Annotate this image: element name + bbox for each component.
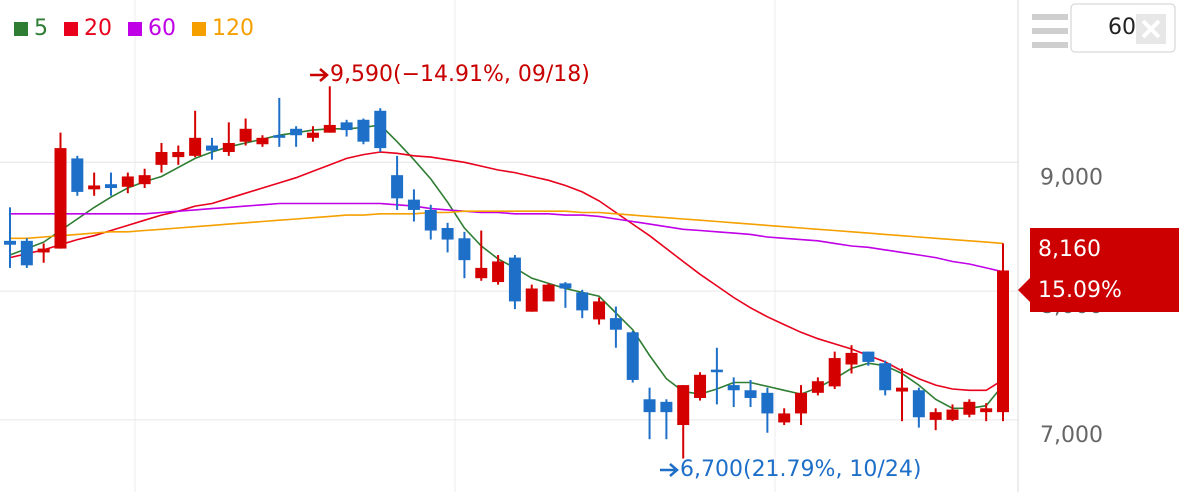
candle-body [778, 413, 791, 423]
legend-swatch [128, 22, 142, 36]
candle-body [980, 408, 993, 413]
candle-body [795, 392, 808, 414]
price-box [1018, 228, 1179, 312]
candle-body [306, 132, 319, 138]
candle-body [744, 390, 757, 398]
candle-body [845, 352, 858, 365]
legend-label: 5 [34, 16, 48, 41]
candle-body [626, 332, 639, 380]
candle-body [811, 381, 824, 393]
candle-body [458, 238, 471, 261]
candle-body [20, 240, 33, 266]
menu-bar [1032, 28, 1068, 34]
menu-bar [1032, 14, 1068, 20]
ma-line [10, 210, 1004, 245]
candle-body [879, 363, 892, 391]
candle-body [946, 409, 959, 420]
menu-button[interactable] [1032, 14, 1068, 48]
change-label: 15.09% [1038, 278, 1122, 303]
candle-body [121, 176, 134, 187]
candle-body [88, 185, 101, 190]
candle-body [189, 137, 202, 156]
high-annotation: 9,590(−14.91%, 09/18) [330, 62, 590, 87]
candle-body [963, 401, 976, 415]
low-annotation: 6,700(21.79%, 10/24) [680, 457, 921, 482]
candle-body [138, 175, 151, 185]
candle-body [508, 257, 521, 302]
candle-body [896, 387, 909, 392]
candle-body [37, 248, 50, 253]
candle-body [340, 122, 353, 131]
candle-body [256, 137, 269, 145]
candle-body [290, 128, 303, 136]
arrow-icon [310, 68, 329, 82]
candle-body [323, 124, 336, 133]
candle-body [172, 151, 185, 158]
legend-swatch [14, 22, 28, 36]
candle-body [492, 261, 505, 283]
candle-body [357, 119, 370, 142]
candle-body [559, 283, 572, 289]
legend-swatch [64, 22, 78, 36]
candle-body [727, 385, 740, 391]
ma-line [9, 124, 1004, 410]
price-label: 8,160 [1038, 237, 1101, 262]
clear-button[interactable] [1136, 14, 1166, 44]
y-tick-label: 7,000 [1040, 423, 1103, 448]
legend-label: 20 [84, 16, 112, 41]
candle-body [660, 401, 673, 413]
y-tick-label: 9,000 [1040, 165, 1103, 190]
candle-body [273, 135, 286, 138]
candle-body [710, 369, 723, 373]
legend-label: 60 [148, 16, 176, 41]
clear-icon [1141, 19, 1161, 39]
candle-body [862, 351, 875, 362]
candle-body [54, 148, 67, 249]
candle-body [155, 151, 168, 165]
candle-body [694, 374, 707, 398]
legend-label: 120 [212, 16, 254, 41]
candle-body [71, 158, 84, 192]
candle-body [761, 392, 774, 414]
candle-body [407, 199, 420, 210]
candle-body [424, 209, 437, 231]
candle-body [677, 385, 690, 426]
candle-body [593, 301, 606, 320]
candle-body [643, 399, 656, 413]
menu-bar [1032, 42, 1068, 48]
candle-body [997, 270, 1009, 413]
arrow-icon [660, 463, 679, 477]
candle-body [441, 227, 454, 240]
candle-body [104, 184, 117, 189]
period-value: 60 [1108, 15, 1136, 40]
candle-body [929, 412, 942, 420]
ma-line [10, 202, 1004, 273]
candle-body [205, 145, 218, 151]
candle-body [4, 240, 16, 245]
candle-body [374, 110, 387, 149]
candle-body [912, 390, 925, 418]
candle-body [576, 292, 589, 311]
legend-swatch [192, 22, 206, 36]
candle-body [391, 175, 404, 199]
candle-body [542, 284, 555, 302]
candle-body [222, 142, 235, 152]
candle-body [609, 318, 622, 330]
candle-body [525, 288, 538, 312]
candle-body [828, 358, 841, 387]
candle-body [239, 128, 252, 142]
candle-body [475, 267, 488, 279]
